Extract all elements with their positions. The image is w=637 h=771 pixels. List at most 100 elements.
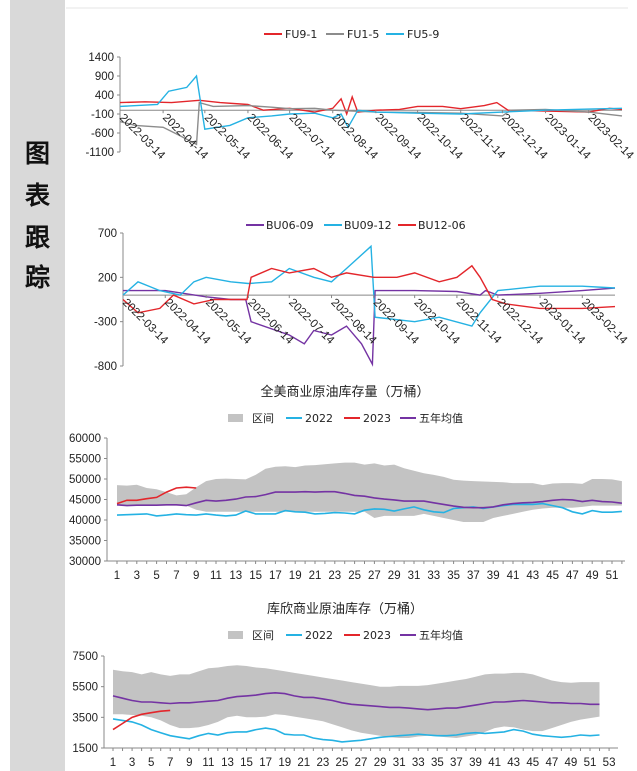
x-tick-label: 13 (221, 757, 234, 769)
x-tick-label: 49 (586, 570, 599, 582)
series-line-bu12-06 (122, 264, 616, 314)
y-tick-label: -1100 (85, 147, 114, 159)
x-tick-label: 25 (336, 757, 349, 769)
x-tick-label: 35 (447, 570, 460, 582)
x-tick-label: 9 (186, 757, 192, 769)
legend-label: BU06-09 (266, 219, 314, 232)
sidebar-strip (10, 0, 65, 771)
x-tick-label: 47 (545, 757, 558, 769)
sidebar-title-char: 踪 (24, 263, 50, 292)
x-tick-label: 47 (566, 570, 579, 582)
y-tick-label: 900 (95, 71, 114, 83)
cushing-inventory-chart: 库欣商业原油库存（万桶） 区间 2022 2023 五年均值 7500 5500 3… (72, 601, 618, 769)
legend-label: FU9-1 (285, 28, 317, 41)
fu-spread-chart: FU9-1 FU1-5 FU5-9 1400 900 400 -100 -600 -110… (85, 28, 636, 162)
x-tick-label: 43 (526, 570, 539, 582)
y-tick-label: 40000 (69, 515, 101, 527)
x-tick-label: 29 (388, 570, 401, 582)
x-tick-label: 37 (467, 570, 480, 582)
x-tick-label: 15 (240, 757, 253, 769)
x-tick-label: 5 (148, 757, 154, 769)
series-line-fu5-9 (119, 74, 623, 130)
range-band (113, 665, 600, 738)
x-tick-label: 31 (393, 757, 406, 769)
y-tick-label: 5500 (72, 682, 98, 694)
y-tick-label: 45000 (69, 495, 101, 507)
sidebar-title-char: 跟 (24, 223, 50, 252)
x-tick-label: 11 (202, 757, 214, 769)
x-tick-label: 1 (114, 570, 120, 582)
legend-label: 2023 (363, 629, 391, 642)
legend-label: 五年均值 (419, 628, 463, 642)
x-tick-label: 5 (153, 570, 159, 582)
series-line-2023 (116, 486, 197, 505)
series-line-2022 (116, 502, 622, 517)
y-tick-label: 50000 (69, 474, 101, 486)
legend-label: 五年均值 (419, 411, 463, 425)
x-tick-label: 39 (469, 757, 482, 769)
x-tick-label: 27 (368, 570, 381, 582)
x-tick-label: 9 (193, 570, 199, 582)
x-tick-label: 13 (229, 570, 242, 582)
chart-title: 全美商业原油库存量（万桶） (260, 384, 429, 400)
y-tick-label: 1500 (72, 743, 98, 755)
x-tick-label: 41 (488, 757, 501, 769)
x-tick-label: 51 (606, 570, 619, 582)
x-tick-label: 29 (374, 757, 387, 769)
series-line-2023 (112, 709, 171, 731)
legend-label: BU12-06 (418, 219, 466, 232)
x-tick-label: 41 (507, 570, 520, 582)
x-tick-label: 21 (309, 570, 322, 582)
legend-label: 2022 (305, 412, 333, 425)
legend-label: FU5-9 (407, 28, 439, 41)
legend-swatch-range (228, 631, 243, 639)
x-tick-label: 19 (278, 757, 291, 769)
y-tick-label: 1400 (88, 52, 114, 64)
x-tick-label: 1 (110, 757, 116, 769)
x-tick-label: 7 (173, 570, 179, 582)
y-tick-label: -800 (94, 361, 117, 373)
x-tick-label: 2023-02-14 (586, 112, 637, 163)
legend-label: 区间 (252, 412, 274, 425)
y-tick-label: -600 (91, 128, 114, 140)
x-tick-label: 17 (259, 757, 272, 769)
legend-label: BU09-12 (344, 219, 392, 232)
y-tick-label: 200 (98, 272, 117, 284)
range-band (117, 462, 622, 522)
series-line-2022 (112, 718, 600, 743)
legend-label: 2022 (305, 629, 333, 642)
x-tick-label: 19 (289, 570, 302, 582)
y-tick-label: 3500 (72, 712, 98, 724)
x-tick-label: 25 (348, 570, 361, 582)
x-tick-label: 33 (427, 570, 440, 582)
x-tick-label: 2023-02-14 (579, 297, 630, 348)
x-tick-label: 21 (297, 757, 310, 769)
x-tick-label: 51 (584, 757, 597, 769)
x-tick-label: 39 (487, 570, 500, 582)
x-tick-label: 37 (450, 757, 463, 769)
legend-label: 区间 (252, 629, 274, 642)
x-tick-label: 23 (328, 570, 341, 582)
series-line-bu09-12 (122, 244, 616, 327)
x-tick-label: 7 (167, 757, 173, 769)
y-tick-label: 35000 (69, 536, 101, 548)
x-tick-label: 49 (565, 757, 578, 769)
y-tick-label: -100 (91, 109, 114, 121)
x-tick-label: 3 (134, 570, 140, 582)
x-tick-label: 53 (603, 757, 616, 769)
x-tick-label: 11 (210, 570, 222, 582)
legend-swatch-range (228, 414, 243, 422)
y-tick-label: 60000 (69, 433, 101, 445)
x-tick-label: 45 (526, 757, 539, 769)
x-tick-label: 45 (546, 570, 559, 582)
chart-title: 库欣商业原油库存（万桶） (267, 601, 423, 617)
x-tick-label: 23 (316, 757, 329, 769)
sidebar-title-char: 图 (24, 139, 50, 168)
legend-label: FU1-5 (347, 28, 379, 41)
us-crude-inventory-chart: 全美商业原油库存量（万桶） 区间 2022 2023 五年均值 60000550… (69, 384, 625, 582)
bu-spread-chart: BU06-09 BU09-12 BU12-06 700 200 -300 -800 20… (94, 219, 630, 373)
x-tick-label: 33 (412, 757, 425, 769)
y-tick-label: 55000 (69, 454, 101, 466)
series-line-5yr-avg (116, 490, 622, 509)
